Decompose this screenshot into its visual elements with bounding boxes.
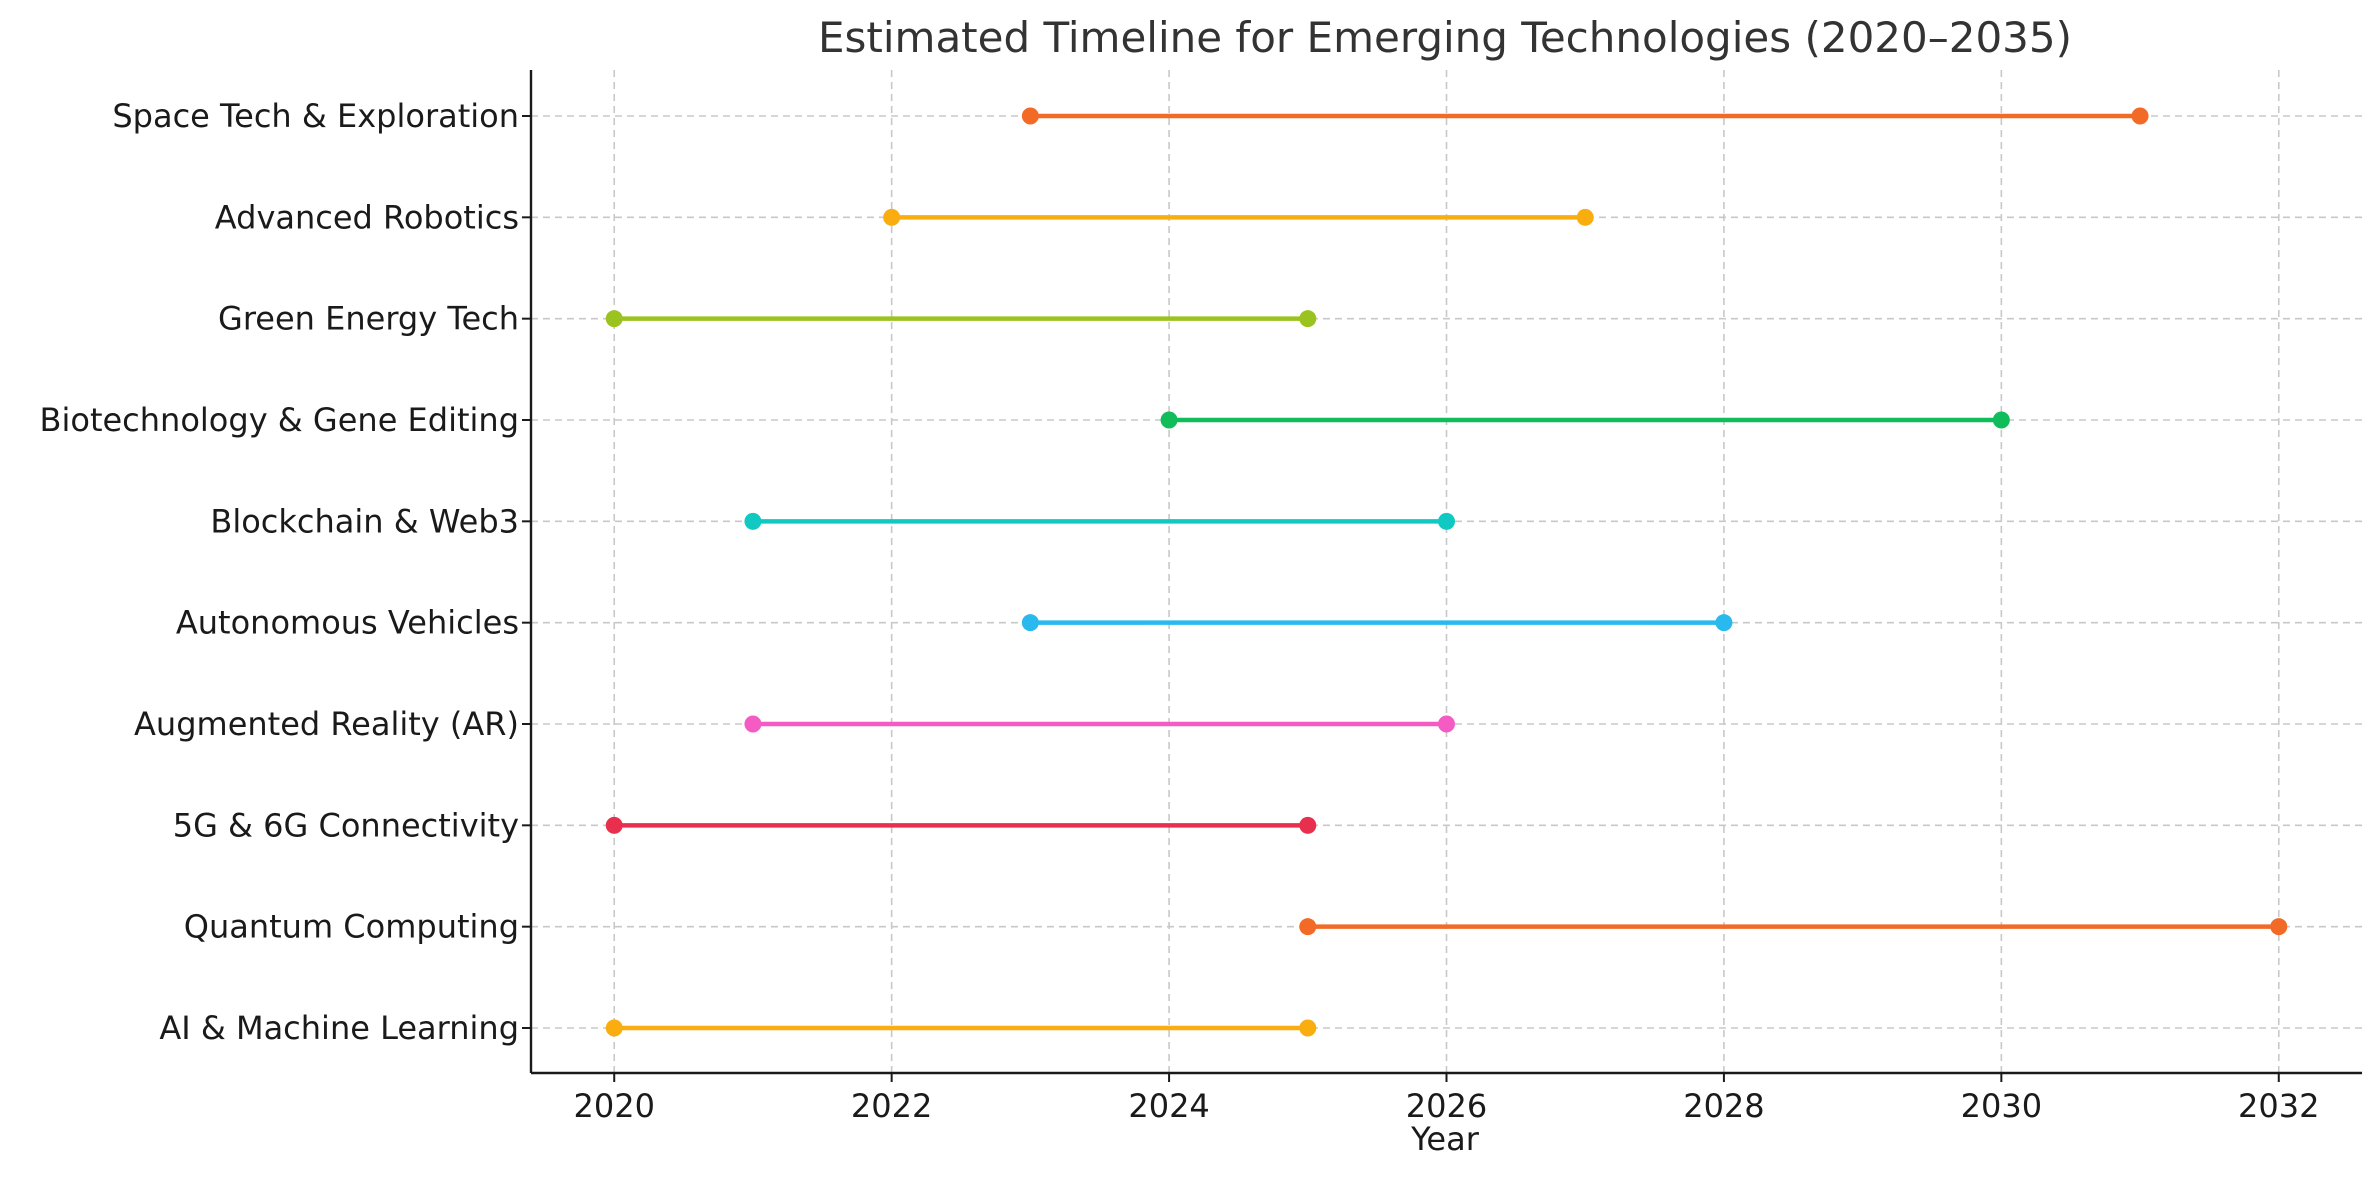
series-end-marker-4 xyxy=(1715,614,1733,632)
series-7 xyxy=(605,310,1317,328)
x-tick-label-2032: 2032 xyxy=(2238,1087,2319,1125)
series-end-marker-7 xyxy=(1299,310,1317,328)
x-axis-label: Year xyxy=(1410,1120,1480,1158)
series-start-marker-6 xyxy=(1160,411,1178,429)
series-0 xyxy=(605,1019,1317,1037)
x-tick-label-2024: 2024 xyxy=(1128,1087,1209,1125)
series-end-marker-0 xyxy=(1299,1019,1317,1037)
series-end-marker-9 xyxy=(2131,107,2149,125)
series-start-marker-9 xyxy=(1021,107,1039,125)
series-end-marker-1 xyxy=(2270,918,2288,936)
series-4 xyxy=(1021,614,1733,632)
series-start-marker-3 xyxy=(744,715,762,733)
series-end-marker-3 xyxy=(1438,715,1455,733)
x-tick-label-2030: 2030 xyxy=(1961,1087,2042,1125)
series-start-marker-4 xyxy=(1021,614,1039,632)
series-start-marker-8 xyxy=(883,208,901,226)
category-label-8: Advanced Robotics xyxy=(215,198,519,236)
series-9 xyxy=(1021,107,2149,125)
x-tick-label-2026: 2026 xyxy=(1406,1087,1487,1125)
x-tick-label-2020: 2020 xyxy=(574,1087,655,1125)
series-start-marker-2 xyxy=(605,816,623,834)
series-end-marker-2 xyxy=(1299,816,1317,834)
category-label-2: 5G & 6G Connectivity xyxy=(173,806,519,844)
series-5 xyxy=(744,512,1455,530)
series-end-marker-6 xyxy=(1992,411,2010,429)
series-start-marker-5 xyxy=(744,512,762,530)
category-label-4: Autonomous Vehicles xyxy=(176,604,519,642)
grid-layer xyxy=(531,70,2362,1073)
category-label-1: Quantum Computing xyxy=(184,908,519,946)
x-tick-label-2028: 2028 xyxy=(1683,1087,1764,1125)
series-end-marker-8 xyxy=(1576,208,1594,226)
category-label-9: Space Tech & Exploration xyxy=(112,97,519,135)
category-label-3: Augmented Reality (AR) xyxy=(134,705,519,743)
series-layer xyxy=(605,107,2288,1037)
series-start-marker-7 xyxy=(605,310,623,328)
series-start-marker-0 xyxy=(605,1019,623,1037)
category-label-0: AI & Machine Learning xyxy=(159,1009,519,1047)
chart-title: Estimated Timeline for Emerging Technolo… xyxy=(818,13,2072,62)
series-1 xyxy=(1299,918,2288,936)
series-end-marker-5 xyxy=(1438,512,1455,530)
series-3 xyxy=(744,715,1455,733)
series-start-marker-1 xyxy=(1299,918,1317,936)
axis-layer: 2020 2022 2024 2026 2028 2030 2032 AI & Machine… xyxy=(40,70,2362,1125)
category-label-5: Blockchain & Web3 xyxy=(210,502,519,540)
series-2 xyxy=(605,816,1317,834)
series-8 xyxy=(883,208,1594,226)
x-tick-label-2022: 2022 xyxy=(851,1087,932,1125)
category-label-7: Green Energy Tech xyxy=(218,300,519,338)
series-6 xyxy=(1160,411,2010,429)
category-label-6: Biotechnology & Gene Editing xyxy=(40,401,519,439)
